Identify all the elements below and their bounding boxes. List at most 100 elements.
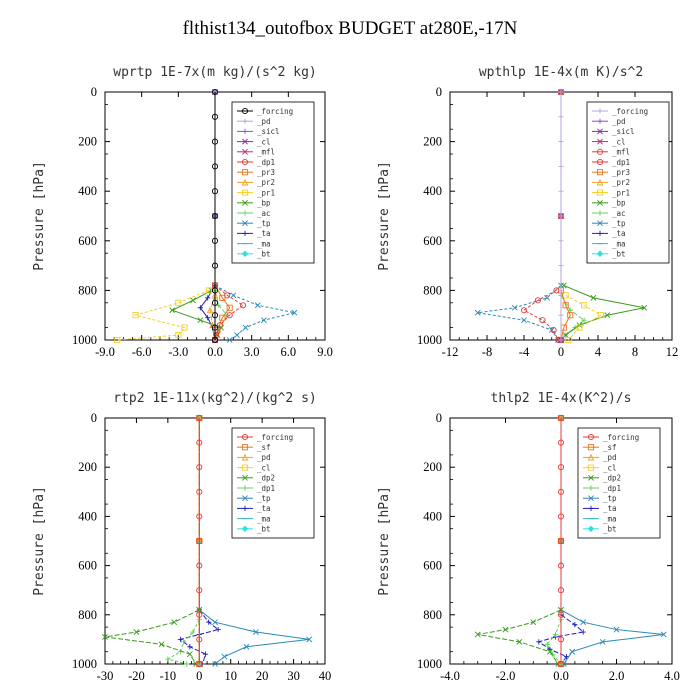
data-point bbox=[254, 302, 261, 309]
legend-marker bbox=[242, 210, 248, 216]
data-point bbox=[205, 287, 212, 294]
data-point bbox=[547, 646, 553, 652]
x-tick-label: 20 bbox=[256, 669, 269, 683]
chart-title: wprtp 1E-7x(m kg)/(s^2 kg) bbox=[113, 65, 317, 80]
data-point bbox=[181, 324, 188, 331]
legend-entry: _dp1 bbox=[237, 484, 275, 493]
data-point bbox=[557, 488, 565, 495]
data-point bbox=[211, 163, 219, 170]
data-point bbox=[558, 89, 564, 95]
y-tick-label: 1000 bbox=[417, 657, 442, 671]
legend-marker bbox=[588, 474, 594, 481]
legend-entry: _bt bbox=[237, 250, 271, 259]
data-point bbox=[196, 439, 203, 446]
legend-entry: _pr2 bbox=[237, 178, 275, 187]
data-point bbox=[641, 304, 648, 311]
y-tick-label: 600 bbox=[423, 234, 442, 248]
series-dp2 bbox=[102, 606, 203, 667]
data-point bbox=[558, 312, 564, 318]
legend-entry: _cl bbox=[237, 137, 271, 146]
legend-entry: _sicl bbox=[592, 127, 635, 136]
legend-marker bbox=[596, 148, 604, 155]
x-tick-label: -9.0 bbox=[95, 345, 115, 359]
x-tick-label: -2.0 bbox=[496, 669, 516, 683]
legend-marker bbox=[241, 525, 249, 533]
data-point bbox=[186, 651, 193, 658]
legend-marker bbox=[588, 505, 594, 511]
data-point bbox=[193, 661, 200, 667]
data-point bbox=[562, 302, 569, 309]
data-point bbox=[211, 138, 219, 145]
data-point bbox=[558, 337, 564, 343]
y-axis-label: Pressure [hPa] bbox=[377, 161, 392, 271]
legend-entry: _pr1 bbox=[592, 188, 630, 197]
data-point bbox=[546, 648, 553, 655]
data-point bbox=[557, 414, 565, 422]
legend-entry: _dp1 bbox=[583, 484, 621, 493]
legend-entry: _bp bbox=[592, 199, 626, 208]
data-point bbox=[211, 88, 219, 96]
data-point bbox=[211, 113, 219, 120]
legend-marker bbox=[242, 220, 248, 227]
x-tick-label: -20 bbox=[128, 669, 145, 683]
series-line bbox=[104, 609, 200, 665]
data-point bbox=[660, 631, 667, 638]
data-point bbox=[219, 294, 226, 301]
legend-entry: _dp2 bbox=[583, 474, 621, 483]
x-tick-label: -30 bbox=[97, 669, 114, 683]
legend-label: _ta bbox=[257, 229, 271, 238]
data-point bbox=[197, 305, 203, 311]
legend-entry: _bt bbox=[583, 525, 617, 534]
legend-label: _pd bbox=[257, 453, 271, 462]
legend-label: _ma bbox=[257, 514, 271, 523]
data-point bbox=[205, 295, 211, 301]
data-point bbox=[572, 622, 578, 628]
chart-title: wpthlp 1E-4x(m K)/s^2 bbox=[479, 65, 643, 80]
data-point bbox=[569, 648, 576, 655]
legend-label: _bp bbox=[257, 199, 271, 208]
legend-marker bbox=[597, 118, 603, 124]
data-point bbox=[557, 537, 565, 545]
y-tick-label: 0 bbox=[91, 411, 97, 425]
data-point bbox=[511, 304, 518, 311]
data-point bbox=[211, 312, 219, 319]
legend-entry: _ma bbox=[237, 239, 271, 248]
chart-panel-4: thlp2 1E-4x(K^2)/s Pressure [hPa] -4.0 -2.0… bbox=[377, 391, 680, 683]
legend-label: _dp1 bbox=[257, 484, 275, 493]
legend-label: _sicl bbox=[612, 127, 635, 136]
legend-label: _pd bbox=[257, 117, 271, 126]
legend-marker bbox=[241, 250, 249, 258]
legend-label: _ac bbox=[257, 209, 271, 218]
chart-title: rtp2 1E-11x(kg^2)/(kg^2 s) bbox=[113, 391, 317, 406]
data-point bbox=[196, 414, 203, 422]
legend-marker bbox=[241, 444, 249, 451]
series-forcing bbox=[211, 88, 219, 344]
data-point bbox=[565, 336, 572, 344]
data-point bbox=[581, 302, 588, 309]
y-tick-label: 0 bbox=[436, 85, 442, 99]
data-point bbox=[221, 653, 228, 660]
legend-entry: _ma bbox=[237, 514, 271, 523]
legend-marker bbox=[587, 444, 595, 451]
series-line bbox=[560, 609, 664, 665]
legend-label: _tp bbox=[257, 219, 271, 228]
legend-entry: _cl bbox=[592, 137, 626, 146]
legend-entry: _pd bbox=[592, 117, 626, 126]
data-point bbox=[211, 336, 219, 344]
data-point bbox=[211, 237, 219, 244]
data-point bbox=[560, 282, 567, 289]
legend-marker bbox=[242, 474, 248, 481]
data-point bbox=[521, 317, 527, 324]
legend-marker bbox=[597, 138, 603, 145]
data-point bbox=[474, 309, 481, 316]
legend-label: _bt bbox=[603, 525, 617, 534]
data-point bbox=[291, 309, 298, 316]
series-forcing bbox=[196, 414, 203, 668]
data-point bbox=[180, 639, 187, 645]
legend-entry: _sicl bbox=[237, 127, 280, 136]
data-point bbox=[226, 304, 233, 311]
data-point bbox=[184, 661, 190, 667]
legend-label: _dp1 bbox=[612, 158, 630, 167]
legend-label: _sf bbox=[603, 443, 617, 452]
data-point bbox=[580, 629, 586, 635]
